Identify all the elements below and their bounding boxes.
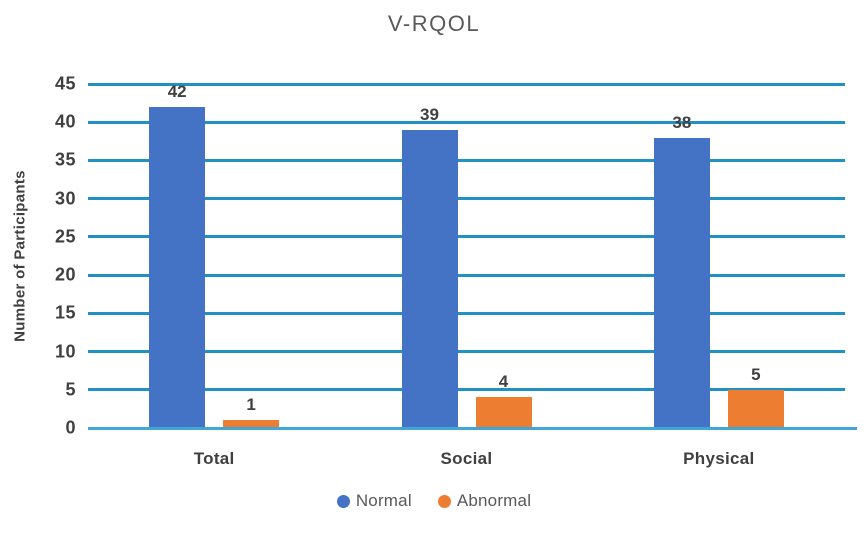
value-label-normal-social: 39 [420, 104, 439, 124]
bar-normal-social [401, 129, 458, 428]
bar-normal-physical [653, 137, 710, 428]
legend-swatch-abnormal-icon [437, 494, 451, 508]
y-tick-label-30: 30 [54, 188, 76, 209]
gridline-y-45 [88, 82, 845, 86]
gridline-y-30 [88, 197, 845, 201]
value-label-abnormal-physical: 5 [751, 364, 761, 384]
gridline-y-25 [88, 235, 845, 239]
y-tick-label-45: 45 [54, 73, 76, 94]
bar-abnormal-social [475, 397, 532, 428]
y-tick-label-25: 25 [54, 226, 76, 247]
bar-normal-total [149, 106, 206, 428]
value-label-normal-total: 42 [167, 81, 187, 101]
bar-abnormal-total [223, 420, 280, 428]
legend-label-abnormal: Abnormal [456, 491, 532, 510]
x-axis-label-physical: Physical [683, 449, 755, 468]
y-tick-label-0: 0 [65, 417, 76, 438]
legend: Normal Abnormal [0, 491, 868, 511]
value-label-normal-physical: 38 [672, 112, 692, 132]
legend-label-normal: Normal [355, 491, 412, 510]
x-axis-line [88, 426, 857, 430]
y-tick-label-35: 35 [54, 149, 76, 170]
gridline-y-20 [88, 273, 845, 277]
y-tick-label-40: 40 [54, 111, 76, 132]
gridline-y-15 [88, 311, 845, 315]
value-label-abnormal-total: 1 [246, 395, 256, 415]
gridline-y-40 [88, 120, 845, 124]
y-tick-label-10: 10 [54, 341, 76, 362]
y-tick-label-20: 20 [54, 264, 76, 285]
y-tick-label-5: 5 [65, 379, 76, 400]
legend-swatch-normal-icon [336, 494, 350, 508]
value-label-abnormal-social: 4 [498, 372, 509, 392]
chart-title: V-RQOL [387, 11, 481, 36]
x-axis-label-social: Social [440, 449, 493, 468]
legend-item-abnormal: Abnormal [437, 491, 532, 511]
x-axis-label-total: Total [193, 449, 235, 468]
y-tick-label-15: 15 [54, 302, 76, 323]
gridline-y-5 [88, 388, 845, 392]
legend-item-normal: Normal [336, 491, 412, 511]
gridline-y-35 [88, 158, 845, 162]
gridline-y-10 [88, 350, 845, 354]
bar-abnormal-physical [727, 389, 784, 428]
